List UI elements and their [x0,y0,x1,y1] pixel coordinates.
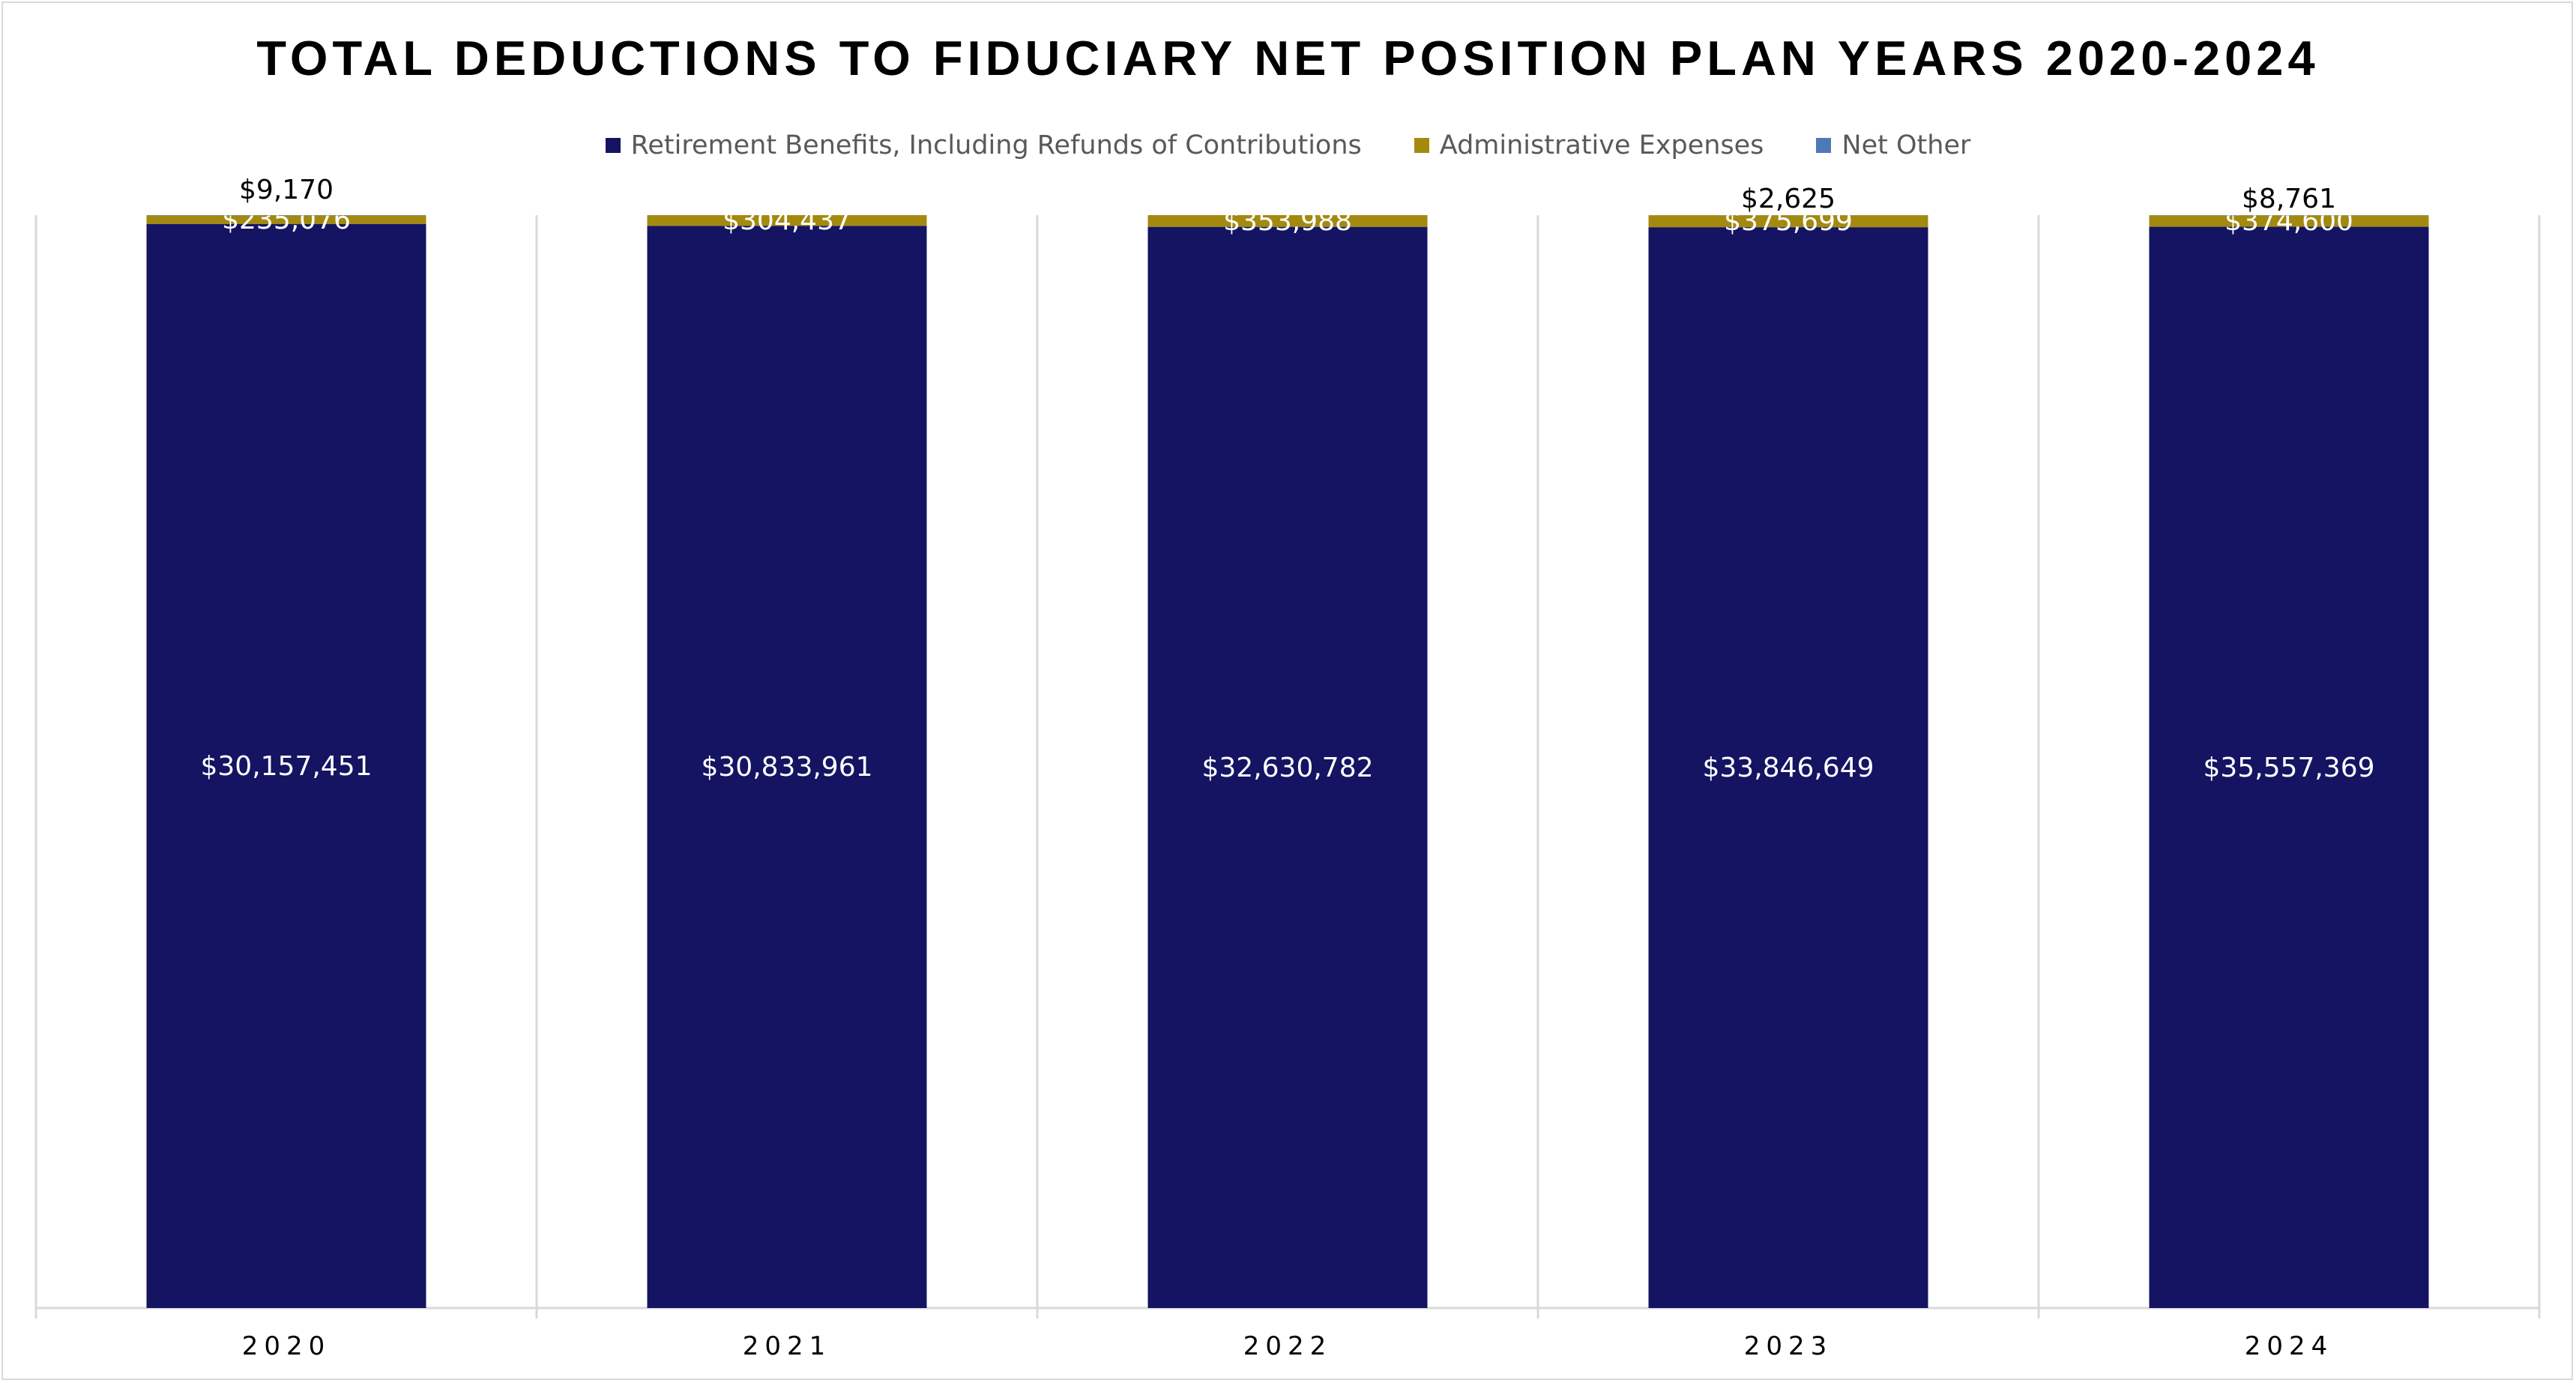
x-tick-label-2023: 2023 [1744,1331,1833,1361]
data-label-retirement-benefits-2020: $30,157,451 [200,751,372,782]
data-label-administrative-expenses-2020: $235,076 [222,205,351,235]
data-label-administrative-expenses-2021: $304,437 [723,205,851,236]
x-tick-label-2024: 2024 [2245,1331,2334,1361]
bar-retirement-benefits-2020 [146,223,426,1308]
bar-retirement-benefits-2023 [1648,227,1928,1308]
legend-swatch-net-other [1816,138,1832,153]
data-label-administrative-expenses-2022: $353,988 [1223,206,1352,237]
legend-label-retirement-benefits: Retirement Benefits, Including Refunds o… [630,130,1362,160]
bar-administrative-expenses-2021 [647,215,927,226]
x-tick-label-2022: 2022 [1243,1331,1333,1361]
data-label-retirement-benefits-2024: $35,557,369 [2203,753,2374,783]
bar-administrative-expenses-2020 [146,215,426,224]
chart-title: TOTAL DEDUCTIONS TO FIDUCIARY NET POSITI… [256,31,2320,85]
legend-label-net-other: Net Other [1841,130,1971,160]
bar-retirement-benefits-2024 [2149,226,2429,1308]
legend: Retirement Benefits, Including Refunds o… [0,126,2576,165]
x-tick-label-2020: 2020 [242,1331,331,1361]
legend-item-administrative-expenses: Administrative Expenses [1414,130,1764,160]
legend-swatch-retirement-benefits [605,138,621,153]
data-label-administrative-expenses-2024: $374,600 [2224,206,2353,237]
data-label-retirement-benefits-2023: $33,846,649 [1702,753,1874,783]
bar-administrative-expenses-2024 [2149,215,2429,227]
bar-administrative-expenses-2023 [1648,215,1928,228]
legend-item-retirement-benefits: Retirement Benefits, Including Refunds o… [605,130,1362,160]
bar-retirement-benefits-2021 [647,226,927,1308]
data-label-administrative-expenses-2023: $375,699 [1724,206,1853,237]
x-tick-label-2021: 2021 [743,1331,832,1361]
data-label-net-other-2024: $8,761 [2242,184,2336,214]
legend-item-net-other: Net Other [1816,130,1970,160]
bar-retirement-benefits-2022 [1147,226,1428,1308]
data-label-net-other-2020: $9,170 [239,175,334,205]
legend-label-administrative-expenses: Administrative Expenses [1439,130,1764,160]
data-label-retirement-benefits-2022: $32,630,782 [1201,753,1373,783]
legend-swatch-administrative-expenses [1414,138,1429,153]
data-label-net-other-2023: $2,625 [1741,184,1836,214]
data-label-retirement-benefits-2021: $30,833,961 [701,752,872,783]
bar-administrative-expenses-2022 [1147,215,1428,227]
